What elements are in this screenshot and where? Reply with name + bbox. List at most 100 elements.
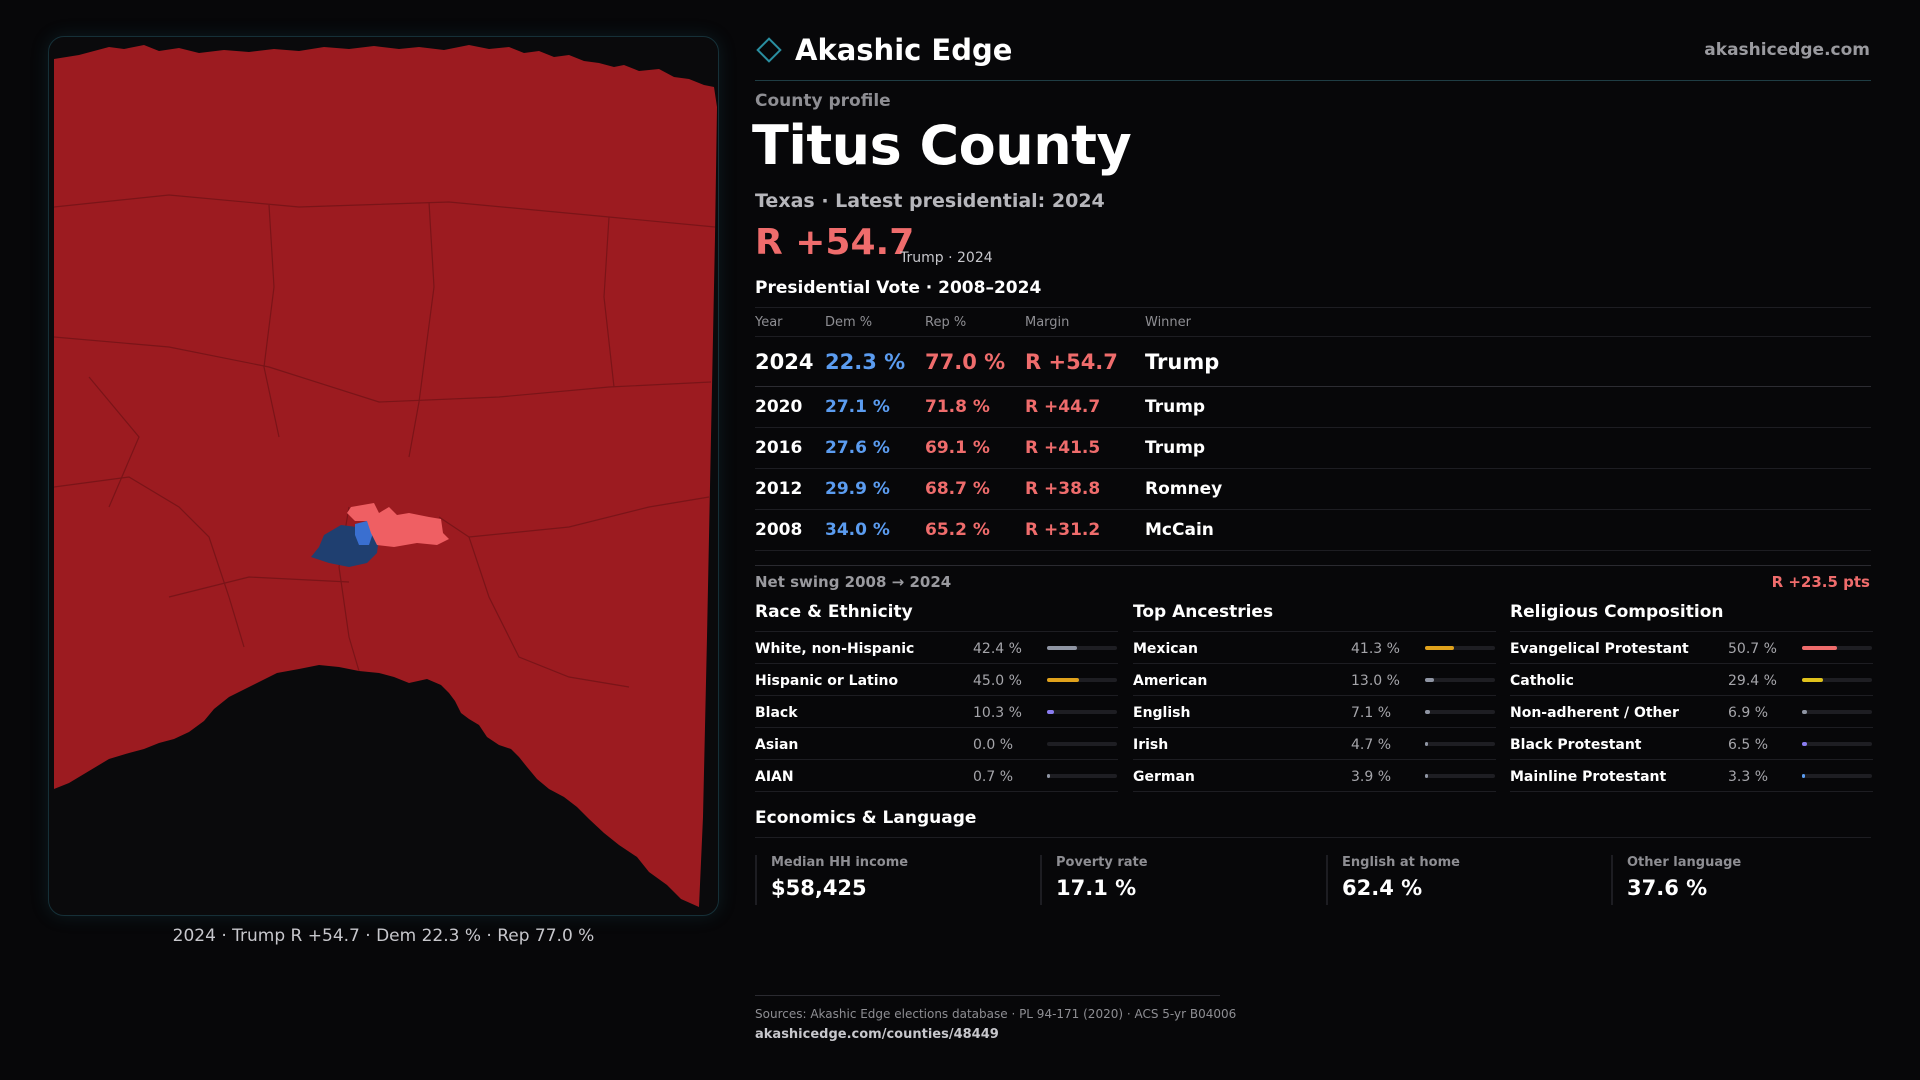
item-percent: 7.1 %	[1351, 705, 1392, 721]
footer-url[interactable]: akashicedge.com/counties/48449	[755, 1027, 999, 1042]
row-year: 2020	[755, 397, 803, 417]
item-percent: 42.4 %	[973, 641, 1022, 657]
table-row[interactable]: 2020 27.1 % 71.8 % R +44.7 Trump	[755, 387, 1871, 428]
row-rep: 77.0 %	[925, 349, 1006, 374]
row-margin: R +41.5	[1025, 438, 1101, 458]
share-bar-track	[1425, 774, 1495, 778]
item-name: Black	[755, 705, 798, 721]
item-percent: 0.0 %	[973, 737, 1014, 753]
share-bar-track	[1425, 710, 1495, 714]
list-item: Non-adherent / Other 6.9 %	[1510, 696, 1873, 728]
share-bar-fill	[1425, 774, 1428, 778]
row-rep: 65.2 %	[925, 520, 990, 540]
list-item: Black 10.3 %	[755, 696, 1118, 728]
map-caption: 2024 · Trump R +54.7 · Dem 22.3 % · Rep …	[172, 926, 595, 946]
county-map[interactable]	[48, 36, 719, 916]
stat-value: 37.6 %	[1627, 876, 1708, 900]
city-dem-light-area	[355, 521, 373, 545]
item-percent: 3.3 %	[1728, 769, 1769, 785]
race-list: White, non-Hispanic 42.4 % Hispanic or Lat…	[755, 632, 1118, 792]
precinct-lines	[53, 194, 716, 688]
item-percent: 6.9 %	[1728, 705, 1769, 721]
share-bar-fill	[1802, 774, 1805, 778]
share-bar-track	[1425, 678, 1495, 682]
item-name: Non-adherent / Other	[1510, 705, 1679, 721]
item-name: Catholic	[1510, 673, 1574, 689]
profile-label: County profile	[755, 91, 891, 111]
header-winner: Winner	[1145, 314, 1192, 330]
share-bar-fill	[1425, 710, 1430, 714]
share-bar-fill	[1047, 710, 1055, 714]
brand[interactable]: Akashic Edge	[755, 33, 1012, 67]
footer-divider	[755, 995, 1220, 996]
share-bar-track	[1047, 710, 1117, 714]
item-percent: 3.9 %	[1351, 769, 1392, 785]
share-bar-track	[1802, 678, 1872, 682]
county-shape	[54, 45, 717, 907]
share-bar-fill	[1802, 646, 1838, 650]
row-winner: Trump	[1145, 349, 1220, 374]
item-name: AIAN	[755, 769, 794, 785]
share-bar-fill	[1047, 774, 1050, 778]
item-name: German	[1133, 769, 1195, 785]
share-bar-fill	[1425, 742, 1429, 746]
row-rep: 68.7 %	[925, 479, 990, 499]
table-row[interactable]: 2008 34.0 % 65.2 % R +31.2 McCain	[755, 510, 1871, 551]
share-bar-track	[1047, 774, 1117, 778]
list-item: Asian 0.0 %	[755, 728, 1118, 760]
share-bar-track	[1802, 742, 1872, 746]
item-name: English	[1133, 705, 1191, 721]
row-margin: R +44.7	[1025, 397, 1101, 417]
item-name: Black Protestant	[1510, 737, 1642, 753]
item-name: Mainline Protestant	[1510, 769, 1667, 785]
header-dem: Dem %	[825, 314, 873, 330]
page-title: Titus County	[752, 114, 1132, 177]
race-title: Race & Ethnicity	[755, 602, 1118, 632]
stat-value: 62.4 %	[1342, 876, 1423, 900]
diamond-logo-icon	[756, 37, 782, 63]
share-bar-track	[1802, 774, 1872, 778]
stat-value: 17.1 %	[1056, 876, 1137, 900]
vote-table-header: Year Dem % Rep % Margin Winner	[755, 307, 1871, 337]
row-year: 2024	[755, 349, 814, 374]
site-link[interactable]: akashicedge.com	[1704, 40, 1870, 60]
item-percent: 41.3 %	[1351, 641, 1400, 657]
share-bar-fill	[1047, 646, 1077, 650]
header-rep: Rep %	[925, 314, 967, 330]
share-bar-track	[1802, 646, 1872, 650]
share-bar-track	[1425, 742, 1495, 746]
vote-table-title: Presidential Vote · 2008–2024	[755, 278, 1042, 298]
row-dem: 29.9 %	[825, 479, 890, 499]
item-percent: 10.3 %	[973, 705, 1022, 721]
table-row[interactable]: 2012 29.9 % 68.7 % R +38.8 Romney	[755, 469, 1871, 510]
headline-note: Trump · 2024	[900, 250, 993, 266]
share-bar-track	[1802, 710, 1872, 714]
share-bar-track	[1047, 646, 1117, 650]
economics-divider	[755, 837, 1871, 838]
row-margin: R +54.7	[1025, 349, 1118, 374]
stat-card-other-language: Other language 37.6 %	[1611, 855, 1881, 905]
item-percent: 6.5 %	[1728, 737, 1769, 753]
ancestry-list: Mexican 41.3 % American 13.0 % English 7.1 % I…	[1133, 632, 1496, 792]
item-name: American	[1133, 673, 1208, 689]
share-bar-fill	[1802, 742, 1807, 746]
ancestry-section: Top Ancestries Mexican 41.3 % American 13.0…	[1133, 602, 1496, 792]
table-row[interactable]: 2016 27.6 % 69.1 % R +41.5 Trump	[755, 428, 1871, 469]
ancestry-title: Top Ancestries	[1133, 602, 1496, 632]
list-item: English 7.1 %	[1133, 696, 1496, 728]
row-dem: 27.6 %	[825, 438, 890, 458]
stat-value: $58,425	[771, 876, 867, 900]
stat-card-english: English at home 62.4 %	[1326, 855, 1596, 905]
item-name: Asian	[755, 737, 799, 753]
list-item: Mexican 41.3 %	[1133, 632, 1496, 664]
item-percent: 45.0 %	[973, 673, 1022, 689]
item-name: Hispanic or Latino	[755, 673, 899, 689]
list-item: Catholic 29.4 %	[1510, 664, 1873, 696]
list-item: Irish 4.7 %	[1133, 728, 1496, 760]
brand-name: Akashic Edge	[795, 33, 1013, 67]
row-rep: 71.8 %	[925, 397, 990, 417]
list-item: White, non-Hispanic 42.4 %	[755, 632, 1118, 664]
item-percent: 29.4 %	[1728, 673, 1777, 689]
item-percent: 4.7 %	[1351, 737, 1392, 753]
table-row[interactable]: 2024 22.3 % 77.0 % R +54.7 Trump	[755, 337, 1871, 387]
